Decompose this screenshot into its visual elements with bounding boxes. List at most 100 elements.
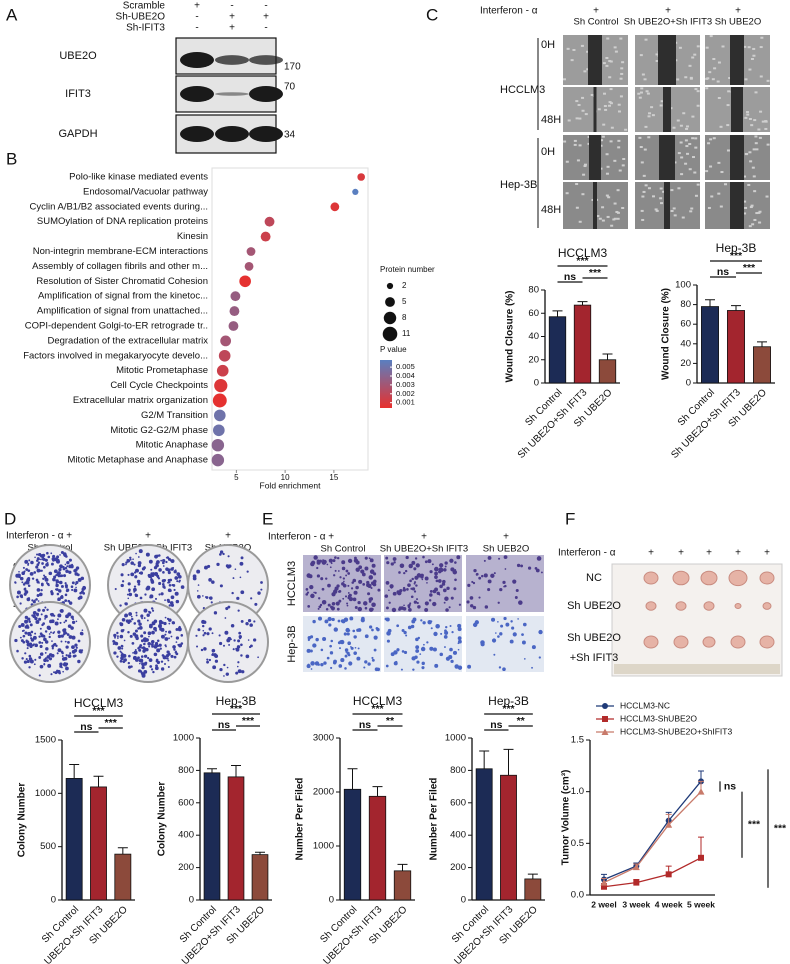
colony — [64, 619, 68, 622]
colony — [141, 665, 145, 670]
migrated-cell — [342, 577, 346, 580]
colony — [120, 644, 124, 648]
colony — [143, 654, 148, 658]
migrated-cell — [427, 620, 432, 625]
colony — [44, 614, 48, 619]
colony — [63, 628, 67, 632]
cell-texture — [747, 46, 751, 49]
migrated-cell — [410, 595, 414, 599]
colony — [156, 648, 161, 653]
migrated-cell — [341, 560, 346, 565]
migrated-cell — [434, 571, 438, 576]
migrated-cell — [412, 668, 415, 671]
color-tick-label: 0.003 — [396, 380, 415, 389]
group-label: Sh Control — [321, 544, 366, 555]
migrated-cell — [316, 566, 319, 570]
colony — [80, 576, 85, 581]
colony — [38, 656, 42, 659]
migrated-cell — [516, 563, 521, 568]
colony — [172, 621, 176, 625]
cell-texture — [717, 192, 721, 195]
migrated-cell — [466, 600, 470, 604]
migrated-cell — [371, 563, 376, 568]
migrated-cell — [502, 667, 506, 672]
cell-texture — [608, 76, 612, 79]
colony — [150, 643, 154, 647]
migrated-cell — [333, 627, 338, 632]
colony — [160, 592, 164, 596]
color-tick-label: 0.001 — [396, 398, 415, 407]
blot-band — [180, 52, 214, 68]
cell-texture — [651, 114, 655, 117]
dot — [244, 262, 254, 271]
dot — [239, 275, 251, 288]
marker — [602, 716, 608, 722]
colony — [241, 670, 245, 674]
colony — [238, 636, 242, 640]
cell-texture — [743, 175, 747, 178]
colony — [36, 588, 41, 592]
cell-texture — [597, 108, 601, 111]
migrated-cell — [493, 572, 496, 575]
cell-texture — [646, 92, 650, 95]
colony — [137, 656, 140, 660]
migrated-cell — [390, 652, 395, 657]
category-label: Endosomal/Vacuolar pathway — [83, 186, 208, 197]
panel-letter: C — [426, 5, 438, 24]
migrated-cell — [412, 617, 417, 622]
cell-texture — [724, 183, 728, 186]
colony — [167, 578, 171, 582]
colony — [19, 602, 22, 605]
colony — [260, 581, 263, 584]
bar — [368, 795, 387, 901]
cell-texture — [690, 207, 694, 210]
colony — [158, 568, 162, 572]
colony — [135, 614, 138, 617]
migrated-cell — [373, 579, 377, 584]
treatment-label: Interferon - α — [558, 548, 616, 559]
cell-texture — [682, 112, 686, 115]
treatment-sign: + — [225, 531, 231, 542]
bar — [343, 788, 362, 901]
colony — [30, 560, 34, 565]
wound-gap — [593, 87, 597, 132]
cell-texture — [641, 218, 645, 221]
colony — [246, 570, 249, 573]
colony — [44, 640, 49, 644]
cell-texture — [619, 37, 623, 40]
colony — [128, 592, 133, 597]
colony — [226, 638, 231, 643]
colony — [176, 580, 179, 583]
migrated-cell — [358, 579, 363, 584]
category-label: Factors involved in megakaryocyte develo… — [23, 350, 208, 361]
cell-texture — [726, 124, 730, 127]
cell-texture — [637, 92, 641, 95]
migrated-cell — [325, 577, 328, 580]
migrated-cell — [316, 559, 320, 563]
cell-texture — [705, 87, 709, 90]
migrated-cell — [328, 558, 333, 563]
colony — [163, 578, 167, 582]
colony — [35, 565, 39, 569]
colony — [33, 663, 36, 666]
migrated-cell — [357, 606, 363, 612]
colony — [141, 639, 144, 642]
cell-texture — [596, 215, 600, 218]
cell-texture — [694, 88, 698, 91]
colony — [122, 629, 125, 631]
colony — [145, 647, 149, 652]
colony — [71, 645, 75, 650]
cell-texture — [692, 156, 696, 159]
treatment-label: Interferon - α + — [268, 532, 334, 543]
migrated-cell — [310, 593, 315, 599]
cell-texture — [691, 56, 695, 59]
cell-texture — [694, 146, 698, 149]
cell-texture — [688, 64, 692, 67]
migrated-cell — [457, 627, 462, 632]
significance-label: *** — [502, 703, 515, 715]
transwell-image — [466, 616, 544, 672]
transwell-image — [384, 555, 462, 612]
colony — [71, 620, 76, 625]
significance-label: ns — [717, 266, 729, 278]
colony — [44, 651, 47, 654]
